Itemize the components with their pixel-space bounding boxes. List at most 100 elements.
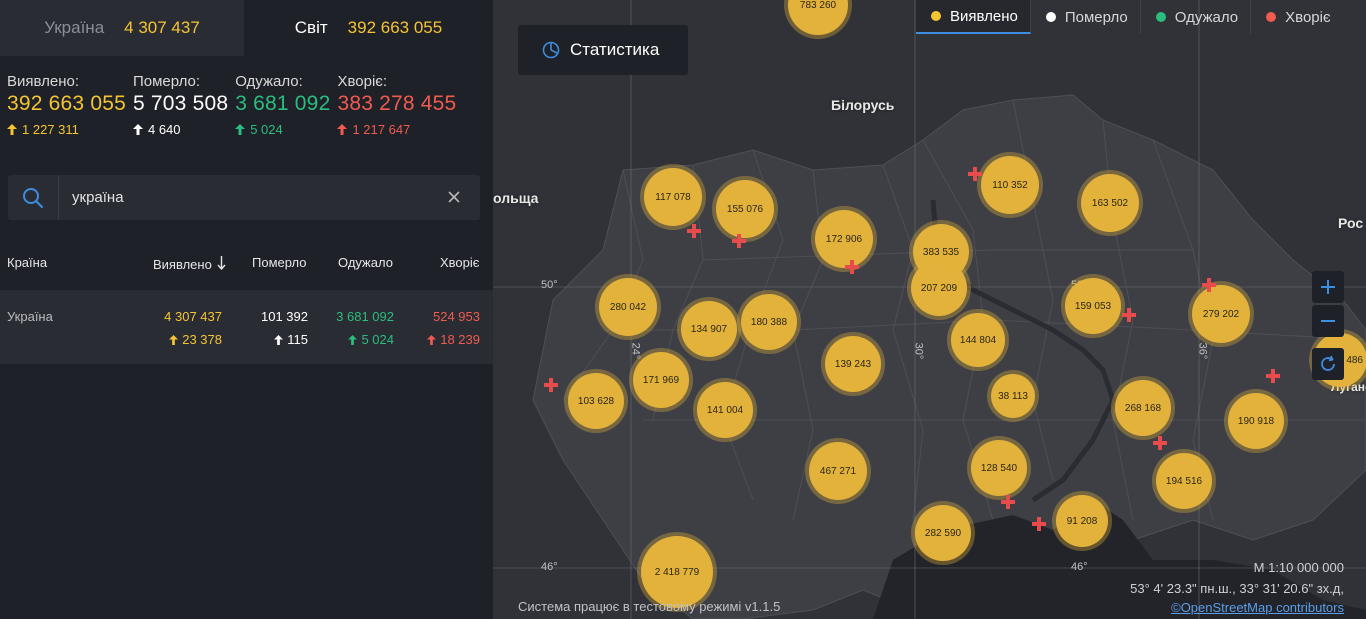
map-cluster[interactable]: 141 004 — [697, 382, 753, 438]
header-recovered[interactable]: Одужало — [338, 255, 393, 270]
hospital-marker-icon[interactable] — [1032, 517, 1046, 531]
header-sick[interactable]: Хворіє — [440, 255, 480, 270]
row-died-cell: 101 392 115 — [261, 309, 308, 347]
map-cluster[interactable]: 279 202 — [1192, 285, 1250, 343]
map-cluster[interactable]: 38 113 — [991, 374, 1035, 418]
grid-label-lon30: 30° — [912, 342, 925, 360]
arrow-up-icon — [274, 334, 284, 345]
map-cluster[interactable]: 128 540 — [971, 440, 1027, 496]
legend-recovered-label: Одужало — [1174, 8, 1239, 26]
header-country[interactable]: Країна — [7, 255, 48, 270]
row-sick-delta: 18 239 — [440, 332, 480, 347]
legend-recovered[interactable]: Одужало — [1141, 0, 1252, 34]
stat-detected: Виявлено: 392 663 055 1 227 311 — [7, 73, 126, 215]
arrow-up-icon — [348, 334, 358, 345]
legend-died[interactable]: Померло — [1031, 0, 1141, 34]
row-detected: 4 307 437 — [164, 309, 222, 324]
map-coordinates: 53° 4' 23.3" пн.ш., 33° 31' 20.6" зх.д, — [1130, 581, 1344, 596]
search-icon[interactable] — [8, 175, 59, 220]
close-icon[interactable] — [444, 187, 464, 207]
map-cluster[interactable]: 144 804 — [951, 313, 1005, 367]
map-cluster[interactable]: 159 053 — [1065, 278, 1121, 334]
zoom-in-button[interactable] — [1312, 271, 1344, 303]
hospital-marker-icon[interactable] — [968, 167, 982, 181]
map-cluster[interactable]: 282 590 — [915, 505, 971, 561]
map-view[interactable]: 50° 50° 46° 46° 24° 30° 36° Білорусь оль… — [493, 0, 1366, 619]
hospital-marker-icon[interactable] — [687, 224, 701, 238]
map-cluster[interactable]: 207 209 — [911, 260, 967, 316]
osm-attribution-link[interactable]: ©OpenStreetMap contributors — [1171, 600, 1344, 615]
map-cluster[interactable]: 110 352 — [981, 156, 1039, 214]
map-cluster[interactable]: 163 502 — [1081, 174, 1139, 232]
tab-ukraine-label: Україна — [44, 18, 105, 37]
map-cluster[interactable]: 194 516 — [1156, 453, 1212, 509]
map-cluster[interactable]: 117 078 — [644, 168, 702, 226]
stat-detected-value: 392 663 055 — [7, 92, 126, 115]
refresh-button[interactable] — [1312, 348, 1344, 380]
header-detected-label: Виявлено — [153, 257, 212, 272]
stat-died-value: 5 703 508 — [132, 92, 229, 115]
black-sea — [873, 500, 1366, 619]
map-cluster[interactable]: 155 076 — [716, 180, 774, 238]
hospital-marker-icon[interactable] — [1266, 369, 1280, 383]
summary-stats: Виявлено: 392 663 055 1 227 311 Померло:… — [0, 56, 493, 215]
sort-down-icon — [217, 256, 226, 271]
statistics-button[interactable]: Статистика — [518, 25, 688, 75]
yellow-dot-icon — [931, 11, 941, 21]
stat-recovered: Одужало: 3 681 092 5 024 — [235, 73, 330, 215]
search-input[interactable] — [72, 189, 432, 206]
map-cluster[interactable]: 280 042 — [599, 278, 657, 336]
hospital-marker-icon[interactable] — [1153, 436, 1167, 450]
table-row[interactable]: Україна 4 307 437 23 378 101 392 115 3 6… — [0, 290, 493, 364]
map-cluster[interactable]: 190 918 — [1228, 393, 1284, 449]
map-cluster[interactable]: 171 969 — [633, 352, 689, 408]
region-tabs: Україна 4 307 437 Світ 392 663 055 — [0, 0, 493, 56]
map-cluster[interactable]: 180 388 — [741, 294, 797, 350]
arrow-up-icon — [7, 124, 17, 135]
tab-world[interactable]: Світ 392 663 055 — [244, 0, 493, 56]
legend-detected[interactable]: Виявлено — [916, 0, 1031, 34]
map-cluster[interactable]: 268 168 — [1115, 380, 1171, 436]
arrow-up-icon — [427, 334, 437, 345]
map-cluster[interactable]: 172 906 — [815, 210, 873, 268]
arrow-up-icon — [235, 124, 246, 135]
map-cluster[interactable]: 134 907 — [681, 301, 737, 357]
map-cluster[interactable]: 139 243 — [825, 336, 881, 392]
row-recovered-cell: 3 681 092 5 024 — [336, 309, 394, 347]
map-cluster[interactable]: 467 271 — [809, 442, 867, 500]
grid-label-lat46: 46° — [541, 561, 558, 573]
map-cluster[interactable]: 2 418 779 — [641, 536, 713, 608]
stat-sick-label: Хворіє: — [337, 73, 388, 90]
hospital-marker-icon[interactable] — [732, 234, 746, 248]
row-country: Україна — [7, 309, 53, 324]
map-label-russia: Рос — [1338, 215, 1364, 231]
refresh-icon — [1321, 355, 1335, 371]
row-died-delta: 115 — [287, 332, 308, 347]
red-dot-icon — [1266, 12, 1277, 22]
plus-icon — [1321, 280, 1335, 294]
map-cluster[interactable]: 91 208 — [1056, 495, 1108, 547]
arrow-up-icon — [169, 334, 179, 345]
header-died[interactable]: Померло — [252, 255, 307, 270]
hospital-marker-icon[interactable] — [1122, 308, 1136, 322]
arrow-up-icon — [337, 124, 348, 135]
stat-died: Померло: 5 703 508 4 640 — [132, 73, 229, 215]
zoom-out-button[interactable] — [1312, 305, 1344, 337]
stat-recovered-value: 3 681 092 — [235, 92, 331, 115]
tab-ukraine[interactable]: Україна 4 307 437 — [0, 0, 244, 56]
arrow-up-icon — [132, 124, 143, 135]
green-dot-icon — [1155, 12, 1166, 22]
hospital-marker-icon[interactable] — [544, 378, 558, 392]
stat-sick-delta: 1 217 647 — [352, 122, 411, 137]
hospital-marker-icon[interactable] — [1202, 278, 1216, 292]
hospital-marker-icon[interactable] — [1001, 495, 1015, 509]
legend-sick-label: Хворіє — [1285, 8, 1331, 26]
legend-sick[interactable]: Хворіє — [1251, 0, 1342, 34]
white-dot-icon — [1045, 12, 1056, 22]
grid-label-lon24: 24° — [629, 342, 642, 360]
header-detected[interactable]: Виявлено — [153, 255, 226, 272]
hospital-marker-icon[interactable] — [845, 260, 859, 274]
row-detected-cell: 4 307 437 23 378 — [164, 309, 222, 347]
map-cluster[interactable]: 103 628 — [568, 373, 624, 429]
